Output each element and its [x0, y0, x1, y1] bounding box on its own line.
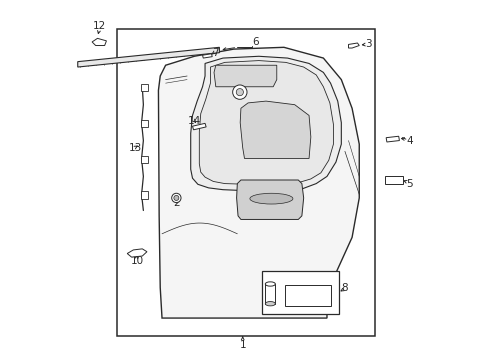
Polygon shape: [92, 39, 106, 45]
Text: 14: 14: [187, 116, 201, 126]
Bar: [140, 192, 147, 199]
Text: 5: 5: [406, 179, 412, 189]
Text: 12: 12: [92, 21, 106, 31]
Circle shape: [232, 85, 246, 99]
Polygon shape: [127, 249, 147, 257]
Text: 11: 11: [220, 94, 233, 104]
Polygon shape: [158, 47, 359, 318]
Ellipse shape: [249, 193, 292, 204]
Bar: [140, 156, 147, 163]
Polygon shape: [78, 47, 219, 67]
Polygon shape: [236, 180, 303, 220]
Bar: [117, 30, 375, 336]
Bar: [140, 84, 147, 91]
Text: 6: 6: [251, 37, 258, 47]
Polygon shape: [386, 136, 399, 142]
Bar: [385, 176, 402, 184]
Text: 1: 1: [239, 340, 245, 350]
Text: 8: 8: [341, 283, 347, 293]
Polygon shape: [190, 56, 341, 191]
Bar: [140, 120, 147, 127]
Bar: [261, 271, 338, 315]
Text: 13: 13: [128, 143, 142, 153]
Ellipse shape: [265, 302, 275, 306]
Text: 7: 7: [212, 48, 219, 58]
Circle shape: [171, 193, 181, 203]
Circle shape: [174, 195, 179, 201]
Bar: [284, 285, 330, 306]
Circle shape: [236, 89, 243, 96]
Polygon shape: [348, 43, 359, 48]
Polygon shape: [214, 65, 276, 87]
Text: 2: 2: [173, 198, 179, 208]
Polygon shape: [199, 60, 333, 184]
Polygon shape: [202, 54, 212, 58]
Ellipse shape: [265, 282, 275, 286]
Text: 10: 10: [130, 256, 143, 266]
Polygon shape: [240, 101, 310, 158]
Text: 9: 9: [282, 295, 288, 305]
Bar: [265, 284, 275, 304]
Text: 3: 3: [364, 39, 371, 49]
Text: 4: 4: [406, 136, 412, 145]
Polygon shape: [192, 123, 206, 130]
